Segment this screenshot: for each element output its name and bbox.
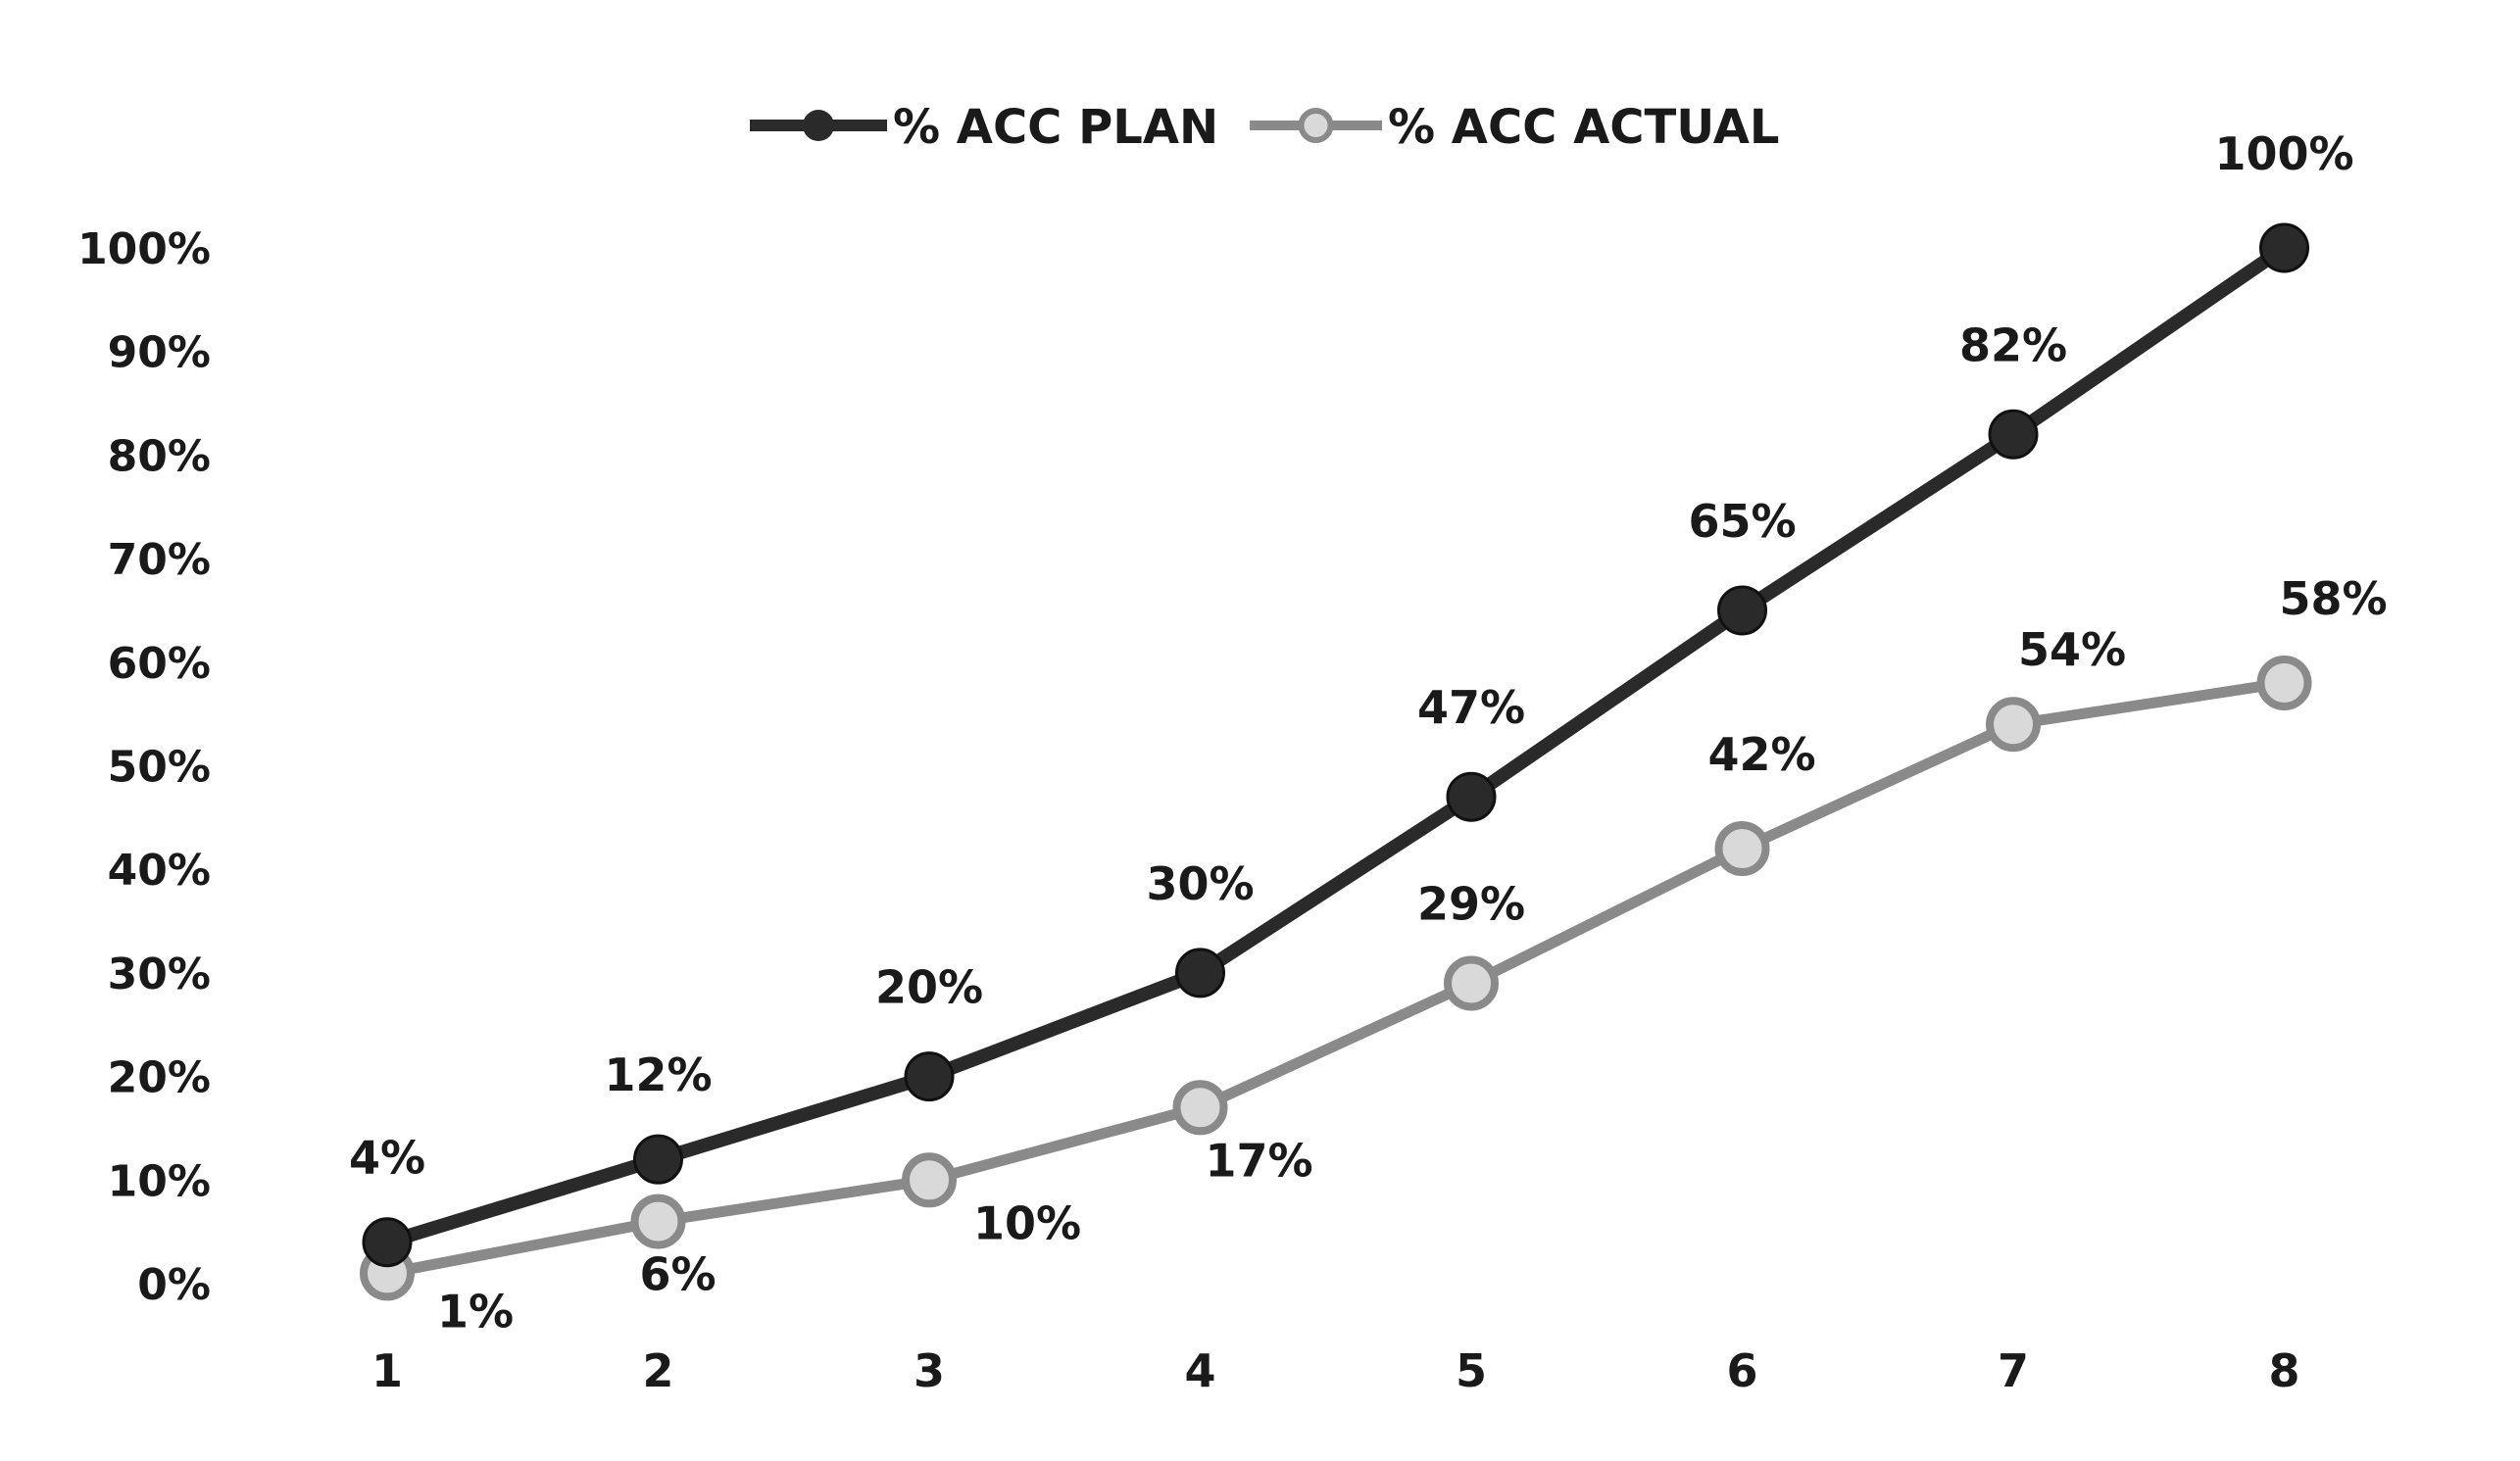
data-label: 6% (639, 1248, 716, 1301)
data-labels-actual: 1% 6% 10% 17% 29% 42% 54% 58% (437, 572, 2388, 1338)
y-tick-label: 40% (108, 846, 211, 896)
y-tick-label: 60% (108, 639, 211, 689)
data-point (1714, 821, 1770, 877)
data-labels-plan: 4% 12% 20% 30% 47% 65% 82% 100% (349, 127, 2354, 1185)
data-point (630, 1193, 686, 1249)
data-point (1988, 409, 2039, 460)
y-tick-label: 30% (108, 950, 211, 999)
data-label: 12% (604, 1048, 712, 1101)
y-tick-label: 10% (108, 1156, 211, 1206)
y-tick-label: 0% (137, 1260, 211, 1310)
y-tick-label: 80% (108, 431, 211, 481)
x-tick-label: 5 (1456, 1344, 1487, 1397)
legend-label: % ACC PLAN (893, 100, 1218, 155)
x-tick-label: 8 (2268, 1344, 2299, 1397)
x-tick-label: 6 (1726, 1344, 1757, 1397)
series-line (381, 677, 2290, 1279)
data-label: 20% (875, 961, 983, 1014)
data-point (362, 1217, 413, 1268)
data-point (1444, 955, 1499, 1011)
data-point (1717, 585, 1767, 636)
data-label: 58% (2279, 572, 2387, 625)
data-label: 65% (1688, 495, 1796, 548)
data-point (633, 1134, 683, 1185)
y-tick-label: 90% (108, 328, 211, 378)
y-tick-label: 50% (108, 743, 211, 793)
series-line (380, 241, 2292, 1249)
data-label: 1% (437, 1285, 514, 1338)
y-tick-label: 70% (108, 535, 211, 585)
legend-marker (1298, 108, 1334, 143)
series-plan (362, 222, 2309, 1268)
legend-marker (803, 110, 834, 141)
x-tick-label: 7 (1998, 1344, 2029, 1397)
legend-label: % ACC ACTUAL (1388, 100, 1779, 155)
series-layer: 4% 12% 20% 30% 47% 65% 82% 100% 1% 6% 10% 17% 29% 42%… (349, 127, 2388, 1338)
data-point (902, 1152, 957, 1208)
legend: % ACC PLAN % ACC ACTUAL (750, 100, 1779, 155)
x-axis: 1 2 3 4 5 6 7 8 (371, 1344, 2300, 1397)
x-tick-label: 2 (642, 1344, 673, 1397)
data-label: 100% (2214, 127, 2353, 180)
y-tick-label: 20% (108, 1053, 211, 1103)
data-label: 47% (1417, 681, 1525, 734)
data-label: 29% (1417, 877, 1525, 930)
data-point (904, 1051, 955, 1102)
data-point (2256, 655, 2312, 710)
data-point (1986, 697, 2041, 753)
y-axis: 0% 10% 20% 30% 40% 50% 60% 70% 80% 90% 100% (77, 224, 211, 1310)
y-tick-label: 100% (77, 224, 211, 274)
data-label: 54% (2018, 623, 2126, 676)
x-tick-label: 4 (1184, 1344, 1215, 1397)
legend-item: % ACC ACTUAL (1250, 100, 1779, 155)
data-label: 4% (349, 1132, 425, 1185)
data-point (1175, 948, 1225, 998)
x-tick-label: 3 (914, 1344, 945, 1397)
legend-item: % ACC PLAN (750, 100, 1218, 155)
x-tick-label: 1 (371, 1344, 403, 1397)
data-label: 17% (1205, 1134, 1312, 1187)
data-label: 82% (1959, 318, 2067, 371)
data-point (1172, 1080, 1228, 1136)
data-label: 42% (1707, 728, 1815, 781)
data-label: 10% (973, 1196, 1081, 1249)
data-point (1446, 771, 1497, 822)
data-label: 30% (1146, 857, 1254, 910)
data-point (2259, 222, 2309, 273)
